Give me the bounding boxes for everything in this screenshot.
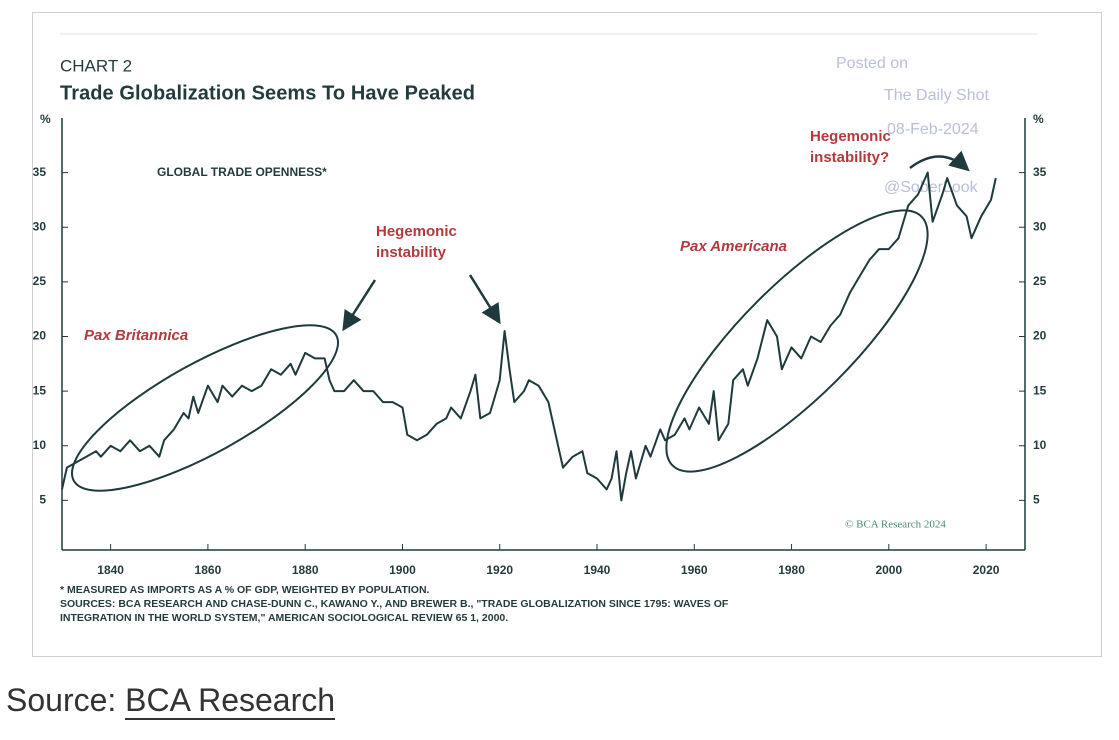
chart-kicker: CHART 2 [60,56,132,75]
source-link[interactable]: BCA Research [125,682,336,720]
footnote: SOURCES: BCA RESEARCH AND CHASE-DUNN C.,… [60,598,729,610]
x-tick-label: 1900 [389,563,416,577]
arrow [342,279,377,332]
y-unit: % [40,112,51,126]
watermark: @SoberLook [884,179,979,196]
source-label: Source: [6,682,117,718]
annotation: instability [376,244,447,261]
source-line: Source: BCA Research [6,682,336,720]
y-tick-label-right: 15 [1033,383,1047,397]
y-tick-label: 15 [33,383,47,397]
y-tick-label: 35 [33,165,47,179]
footnote: * MEASURED AS IMPORTS AS A % OF GDP, WEI… [60,584,430,596]
watermark: The Daily Shot [884,87,989,104]
arrow [468,274,501,325]
y-tick-label-right: 5 [1033,493,1040,507]
y-tick-label-right: 35 [1033,165,1047,179]
chart-subtitle: GLOBAL TRADE OPENNESS* [157,165,327,179]
footnote: INTEGRATION IN THE WORLD SYSTEM," AMERIC… [60,612,508,624]
arrow [909,150,970,172]
y-tick-label-right: 10 [1033,438,1047,452]
x-tick-label: 2020 [973,563,1000,577]
annotation: Hegemonic [810,128,891,145]
image-frame [32,12,1102,657]
x-tick-label: 1880 [292,563,319,577]
annotation: Hegemonic [376,223,457,240]
y-tick-label-right: 25 [1033,274,1047,288]
watermark: Posted on [836,55,908,72]
credit: © BCA Research 2024 [845,519,946,531]
annotation: Pax Americana [680,238,787,255]
x-tick-label: 2000 [875,563,902,577]
annotation: Pax Britannica [84,327,188,344]
x-tick-label: 1940 [584,563,611,577]
data-line [61,171,997,502]
y-tick-label: 25 [33,274,47,288]
chart-title: Trade Globalization Seems To Have Peaked [60,82,475,104]
chart: CHART 2 Trade Globalization Seems To Hav… [33,33,1047,624]
annotation: instability? [810,149,889,166]
x-tick-label: 1860 [195,563,222,577]
x-tick-label: 1980 [778,563,805,577]
x-tick-label: 1920 [486,563,513,577]
ellipse [665,209,929,473]
y-unit-right: % [1033,112,1044,126]
y-tick-label-right: 30 [1033,219,1047,233]
y-tick-label: 30 [33,219,47,233]
watermark: 08-Feb-2024 [887,121,979,138]
y-tick-label: 20 [33,329,47,343]
x-tick-label: 1960 [681,563,708,577]
ellipse [71,324,339,492]
x-tick-label: 1840 [97,563,124,577]
y-tick-label-right: 20 [1033,329,1047,343]
y-tick-label: 5 [39,493,46,507]
y-tick-label: 10 [33,438,47,452]
